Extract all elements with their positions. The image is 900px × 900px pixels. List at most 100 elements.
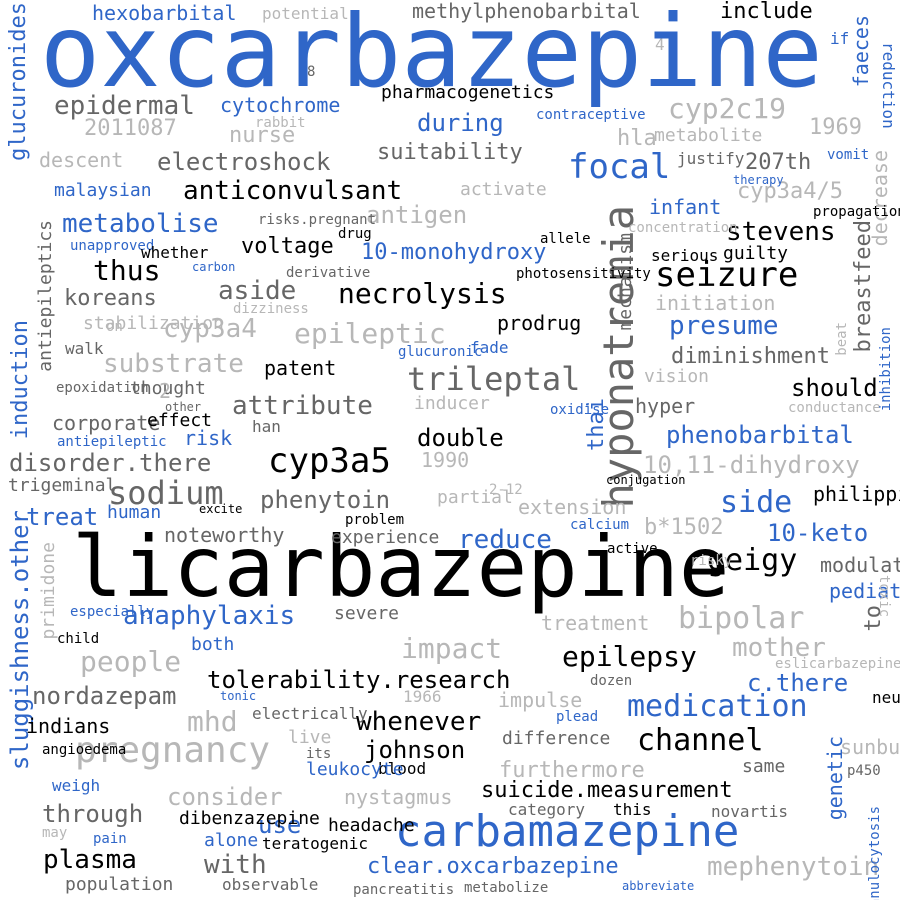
cloud-word: walk bbox=[65, 339, 104, 358]
cloud-word: philippines bbox=[813, 482, 900, 506]
cloud-word: cyp2c19 bbox=[668, 92, 787, 125]
cloud-word: suitability bbox=[377, 140, 523, 165]
cloud-word: 10-monohydroxy bbox=[361, 240, 547, 265]
cloud-word: 10,11-dihydroxy bbox=[643, 451, 860, 479]
cloud-word: phenytoin bbox=[260, 486, 391, 514]
cloud-word: patent bbox=[264, 356, 337, 380]
cloud-word: inhibition bbox=[878, 327, 894, 412]
cloud-word: reduce bbox=[458, 525, 552, 555]
cloud-word: therapy bbox=[733, 173, 784, 187]
cloud-word: 2011087 bbox=[84, 116, 177, 141]
cloud-word: antigen bbox=[366, 201, 468, 229]
cloud-word: electroshock bbox=[157, 148, 331, 176]
cloud-word: severe bbox=[334, 603, 400, 624]
cloud-word: oxidise bbox=[550, 402, 610, 418]
cloud-word: trigeminal bbox=[8, 475, 117, 496]
cloud-word: voltage bbox=[241, 234, 334, 259]
cloud-word: this bbox=[613, 800, 652, 819]
cloud-word: activate bbox=[460, 179, 547, 200]
cloud-word: eslicarbazepine bbox=[775, 656, 900, 672]
cloud-word: thus bbox=[93, 254, 161, 287]
cloud-word: pharmacogenetics bbox=[381, 82, 555, 103]
cloud-word: effect bbox=[147, 410, 213, 431]
cloud-word: metabolise bbox=[62, 209, 219, 239]
cloud-word: especially bbox=[70, 604, 155, 620]
cloud-word: people bbox=[80, 645, 182, 678]
cloud-word: p450 bbox=[847, 763, 881, 779]
cloud-word: treat bbox=[26, 503, 99, 531]
cloud-word: clear.oxcarbazepine bbox=[367, 854, 619, 879]
cloud-word: side bbox=[720, 485, 793, 520]
cloud-word: carbon bbox=[192, 260, 236, 274]
cloud-word: presume bbox=[669, 311, 779, 341]
cloud-word: indians bbox=[26, 714, 111, 738]
cloud-word: epidermal bbox=[54, 91, 195, 121]
cloud-word: stabilization bbox=[83, 313, 224, 334]
cloud-word: hla bbox=[617, 126, 657, 151]
cloud-word: medication bbox=[627, 689, 808, 724]
cloud-word: sunburn bbox=[840, 735, 900, 759]
cloud-word: risks.pregnant bbox=[258, 212, 377, 228]
cloud-word: focal bbox=[568, 147, 671, 187]
cloud-word: both bbox=[191, 634, 235, 655]
cloud-word: on bbox=[106, 319, 123, 335]
cloud-word: experience bbox=[331, 527, 440, 548]
cloud-word: prodrug bbox=[497, 311, 582, 335]
cloud-word: impulse bbox=[498, 688, 583, 712]
cloud-word: induction bbox=[8, 320, 33, 440]
cloud-word: plead bbox=[556, 709, 599, 725]
cloud-word: teratogenic bbox=[262, 834, 368, 853]
cloud-word: tolerability.research bbox=[207, 666, 511, 694]
cloud-word: glucuronic bbox=[398, 344, 483, 360]
cloud-word: fade bbox=[470, 338, 509, 357]
cloud-word: live bbox=[288, 727, 332, 748]
cloud-word: whether bbox=[141, 243, 209, 262]
cloud-word: substrate bbox=[103, 349, 244, 379]
cloud-word: during bbox=[417, 109, 504, 137]
cloud-word: cyp3a4 bbox=[163, 314, 257, 344]
cloud-word: risk bbox=[184, 426, 233, 450]
cloud-word: weigh bbox=[52, 776, 101, 795]
cloud-word: dizziness bbox=[233, 301, 309, 317]
cloud-word: partial bbox=[437, 487, 513, 508]
cloud-word: potential bbox=[262, 4, 349, 23]
cloud-word: geigy bbox=[707, 543, 798, 578]
cloud-word: methylphenobarbital bbox=[412, 0, 641, 23]
cloud-word: active bbox=[607, 541, 658, 557]
cloud-word: johnson bbox=[364, 736, 466, 764]
cloud-word: furthermore bbox=[499, 758, 645, 783]
cloud-word: 207th bbox=[745, 150, 812, 175]
cloud-word: anticonvulsant bbox=[183, 176, 403, 206]
cloud-word: trileptal bbox=[407, 360, 581, 398]
cloud-word: koreans bbox=[64, 286, 157, 311]
cloud-word: metabolite bbox=[654, 125, 763, 146]
cloud-word: category bbox=[508, 800, 586, 819]
cloud-word: may bbox=[42, 825, 68, 841]
cloud-word: stevens bbox=[726, 217, 836, 247]
cloud-word: aside bbox=[218, 276, 297, 306]
cloud-word: propagation bbox=[813, 204, 900, 220]
cloud-word: impact bbox=[401, 632, 503, 665]
cloud-word: carbamazepine bbox=[395, 806, 740, 857]
cloud-word: vomit bbox=[827, 147, 870, 163]
cloud-word: oxcarbazepine bbox=[40, 0, 823, 110]
cloud-word: antiepileptic bbox=[57, 434, 167, 450]
cloud-word: serious bbox=[651, 246, 719, 265]
cloud-word: reduction bbox=[879, 42, 898, 129]
cloud-word: derivative bbox=[286, 265, 371, 281]
cloud-word: child bbox=[57, 631, 100, 647]
cloud-word: faeces bbox=[849, 15, 873, 88]
cloud-word: vision bbox=[644, 366, 710, 387]
cloud-word: extension bbox=[518, 495, 627, 519]
cloud-word: agranulocytosis bbox=[867, 806, 883, 900]
cloud-word: cytochrome bbox=[220, 93, 341, 117]
cloud-word: with bbox=[204, 850, 267, 880]
cloud-word: cyp3a5 bbox=[268, 441, 391, 481]
cloud-word: pediatric bbox=[829, 579, 900, 603]
cloud-word: pain bbox=[93, 831, 127, 847]
cloud-word: difference bbox=[502, 728, 611, 749]
cloud-word: tonic bbox=[220, 689, 257, 703]
cloud-word: decrease bbox=[868, 150, 892, 247]
cloud-word: b*1502 bbox=[644, 515, 724, 540]
cloud-word: pregnancy bbox=[75, 730, 271, 771]
